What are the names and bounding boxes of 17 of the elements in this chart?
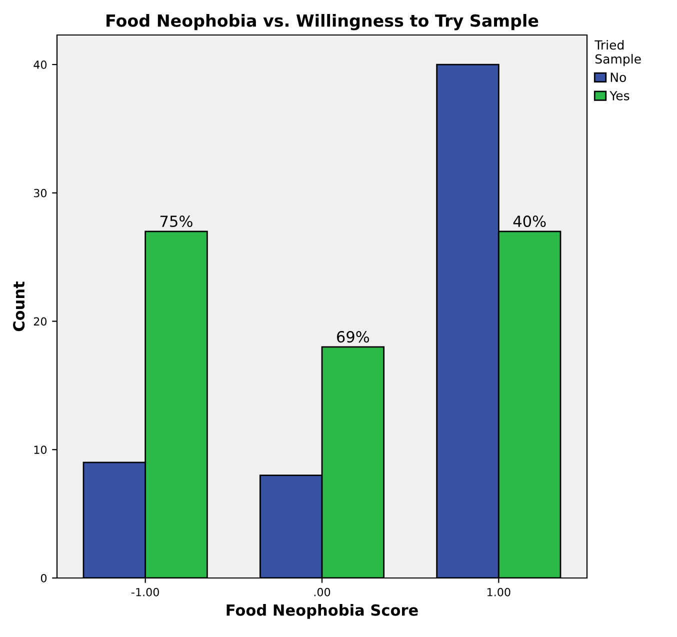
y-axis-title: Count — [13, 281, 25, 332]
y-tick-label: 20 — [34, 317, 47, 326]
x-axis-title: Food Neophobia Score — [226, 604, 418, 619]
annotation: 69% — [337, 331, 370, 343]
legend-label: No — [610, 72, 626, 82]
y-tick-label: 10 — [34, 446, 47, 454]
y-tick-label: 40 — [34, 60, 47, 69]
annotation: 40% — [513, 216, 546, 228]
x-tick-label: 1.00 — [488, 588, 510, 596]
annotation: 75% — [160, 216, 192, 228]
y-tick-label: 0 — [40, 574, 47, 582]
x-tick-label: .00 — [314, 588, 330, 596]
x-tick-label: -1.00 — [132, 588, 159, 596]
legend-title: Tried Sample — [594, 40, 641, 66]
chart-title: Food Neophobia vs. Willingness to Try Sample — [106, 14, 538, 30]
legend-label: Yes — [610, 91, 630, 100]
y-tick-label: 30 — [34, 188, 47, 198]
